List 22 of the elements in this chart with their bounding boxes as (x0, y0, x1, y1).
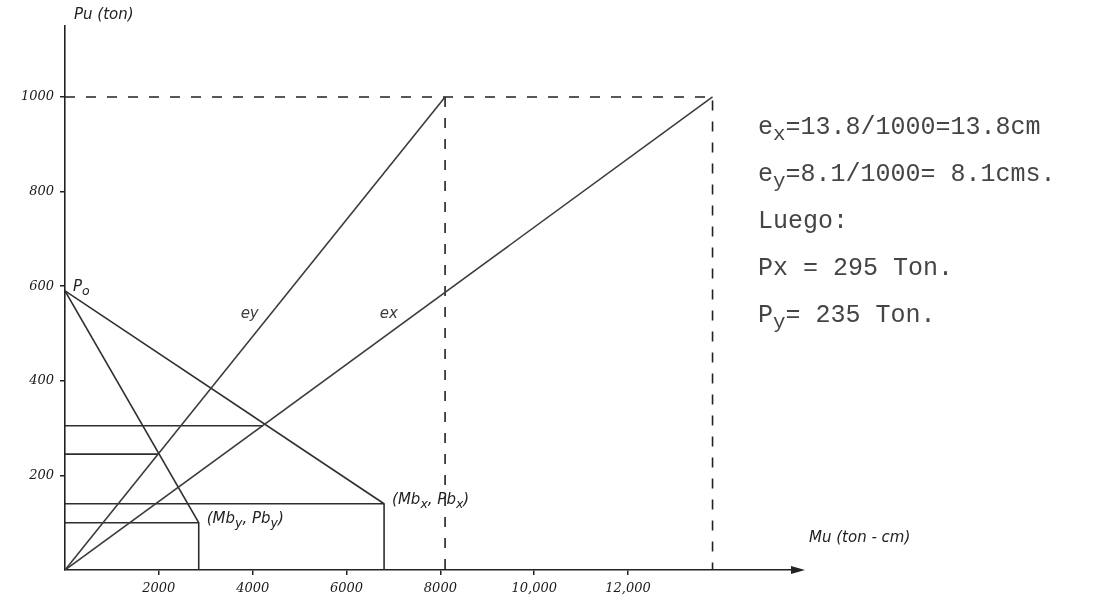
annotation: Px = 295 Ton. (758, 253, 955, 285)
annotation: Luego: (758, 206, 849, 238)
x-axis-title: Mu (ton - cm) (809, 528, 911, 546)
annotation: P$_{y}$= 235 Ton. (758, 300, 937, 336)
x-tick-label: 6000 (329, 580, 364, 596)
series-label: ex (379, 304, 398, 323)
annotation: e$_{x}$=13.8/1000=13.8cm (758, 112, 1042, 148)
annotation: P$_{o}$ (73, 277, 90, 301)
y-axis-title: Pu (ton) (74, 5, 134, 23)
x-tick-label: 12,000 (605, 580, 651, 596)
x-tick-label: 10,000 (511, 580, 557, 596)
x-tick-label: 2000 (141, 580, 176, 596)
y-tick-label: 1000 (20, 88, 54, 104)
y-tick-label: 800 (29, 182, 54, 198)
annotation: (Mb$_{y}$, Pb$_{y}$) (206, 509, 284, 533)
y-tick-label: 200 (28, 466, 54, 482)
x-tick-label: 4000 (235, 580, 270, 596)
y-tick-label: 600 (29, 277, 54, 293)
y-tick-label: 400 (28, 372, 54, 388)
annotation: e$_{y}$=8.1/1000= 8.1cms. (758, 159, 1056, 195)
x-tick-label: 8000 (423, 580, 457, 596)
series-label: ey (240, 304, 259, 323)
